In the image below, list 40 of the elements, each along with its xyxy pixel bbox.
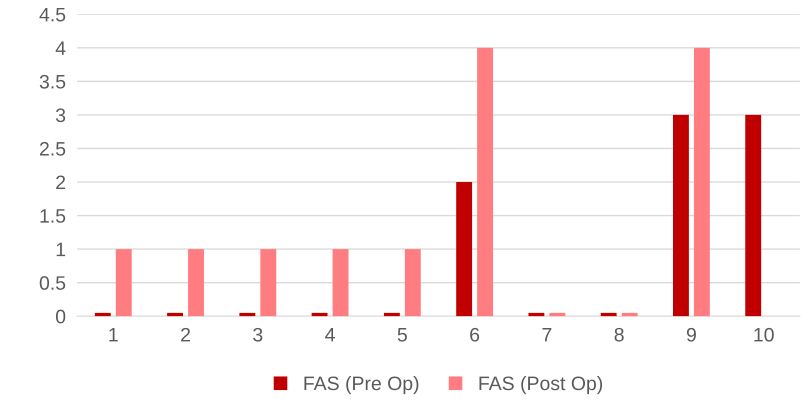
- bar: [672, 114, 689, 316]
- x-tick-label: 5: [398, 328, 407, 342]
- y-tick-label: 0.5: [40, 276, 66, 290]
- y-tick-label: 2.5: [40, 142, 66, 156]
- bar: [239, 312, 256, 316]
- y-tick-label: 2: [56, 175, 66, 190]
- y-tick-label: 3.5: [40, 74, 66, 89]
- bar: [600, 312, 617, 316]
- bar: [116, 249, 132, 316]
- x-tick-label: 8: [614, 328, 624, 342]
- bar: [745, 114, 762, 316]
- x-tick-label: 6: [470, 328, 480, 342]
- x-tick-label: 4: [325, 328, 335, 342]
- x-tick-label: 2: [181, 328, 190, 342]
- x-tick-label: 3: [253, 328, 262, 342]
- y-tick-label: 0: [56, 310, 66, 324]
- bar: [456, 182, 472, 316]
- bar: [332, 249, 349, 316]
- y-tick-label: 4: [56, 41, 66, 55]
- bar: [694, 48, 710, 316]
- y-tick-label: 4.5: [39, 8, 66, 22]
- bar: [622, 312, 638, 316]
- x-tick-label: 1: [109, 328, 118, 342]
- bar: [404, 249, 421, 316]
- bar: [528, 312, 544, 316]
- bar: [312, 312, 328, 316]
- bar: [384, 312, 400, 316]
- x-tick-label: 7: [542, 328, 552, 342]
- y-tick-label: 1.5: [40, 209, 66, 223]
- legend-label: FAS (Post Op): [480, 376, 602, 394]
- bar: [549, 312, 566, 316]
- y-tick-label: 3: [56, 108, 66, 122]
- legend-label: FAS (Pre Op): [304, 376, 418, 394]
- bar: [477, 48, 494, 316]
- bar: [188, 249, 204, 316]
- bar: [260, 249, 276, 316]
- x-tick-label: 10: [754, 328, 774, 342]
- bar: [167, 312, 184, 316]
- y-tick-label: 1: [56, 242, 66, 256]
- x-tick-label: 9: [686, 328, 696, 342]
